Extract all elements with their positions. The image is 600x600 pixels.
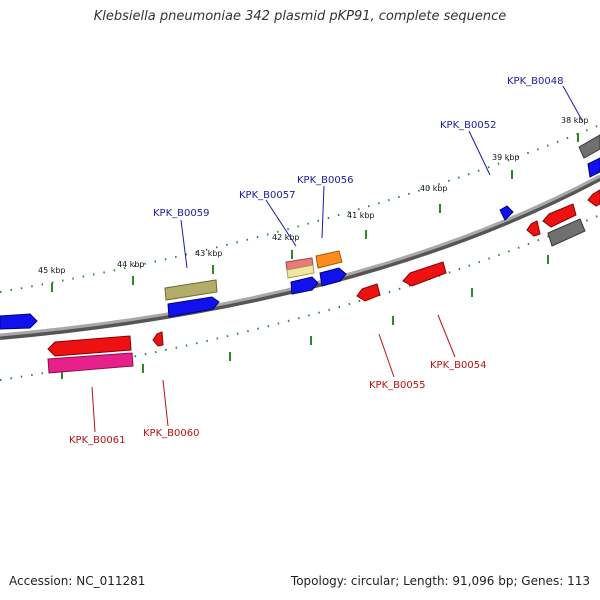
leader-b0056	[321, 185, 325, 239]
gene-arrow-b0054[interactable]	[402, 261, 447, 287]
gene-block-olive[interactable]	[164, 279, 218, 301]
gene-arrow-left-edge[interactable]	[0, 313, 38, 330]
gene-label-b0057[interactable]: KPK_B0057	[239, 190, 295, 201]
minus-leader-lines	[91, 314, 456, 433]
map-title: Klebsiella pneumoniae 342 plasmid pKP91,…	[93, 9, 507, 24]
leader-b0055	[378, 333, 395, 378]
leader-b0060	[162, 379, 169, 427]
gene-arrow-b0048[interactable]	[587, 157, 600, 178]
kbp-label-39: 39 kbp	[492, 153, 520, 162]
gene-block-cream[interactable]	[286, 264, 315, 279]
backbone-arc-shadow	[0, 175, 600, 340]
gene-label-b0052[interactable]: KPK_B0052	[440, 120, 496, 131]
inner-scale-track	[0, 214, 600, 381]
plus-leader-lines	[180, 85, 584, 269]
gene-label-b0060[interactable]: KPK_B0060	[143, 428, 199, 439]
leader-b0059	[180, 219, 188, 269]
gene-arrow-b0060[interactable]	[152, 331, 164, 347]
gene-arrow-red-edge[interactable]	[587, 189, 600, 207]
gene-block-gray-lower[interactable]	[547, 218, 586, 247]
gene-arrow-b0057[interactable]	[290, 276, 319, 295]
gene-arrow-red-mid[interactable]	[542, 203, 577, 228]
backbone-arc	[0, 174, 600, 337]
gene-label-b0056[interactable]: KPK_B0056	[297, 175, 353, 186]
gene-label-b0061[interactable]: KPK_B0061	[69, 435, 125, 446]
gene-arrow-b0061-red[interactable]	[47, 335, 132, 357]
leader-b0061	[91, 386, 96, 433]
topology-summary: Topology: circular; Length: 91,096 bp; G…	[290, 574, 590, 588]
leader-b0048	[562, 85, 584, 123]
gene-arrow-b0052[interactable]	[499, 205, 514, 221]
gene-label-b0055[interactable]: KPK_B0055	[369, 380, 425, 391]
gene-block-gray[interactable]	[578, 134, 600, 159]
gene-arrow-b0056[interactable]	[319, 267, 347, 287]
gene-label-b0048[interactable]: KPK_B0048	[507, 76, 563, 87]
kbp-label-41: 41 kbp	[347, 211, 375, 220]
gene-arrow-red-small[interactable]	[526, 220, 541, 237]
leader-b0054	[437, 314, 456, 358]
gene-label-b0059[interactable]: KPK_B0059	[153, 208, 209, 219]
leader-b0057	[265, 199, 297, 247]
gene-label-b0054[interactable]: KPK_B0054	[430, 360, 486, 371]
kbp-label-45: 45 kbp	[38, 266, 66, 275]
kbp-label-40: 40 kbp	[420, 184, 448, 193]
minus-strand-genes	[47, 189, 600, 374]
gene-arrow-b0055[interactable]	[356, 283, 381, 302]
kbp-label-44: 44 kbp	[117, 260, 145, 269]
gene-block-orange[interactable]	[315, 250, 343, 269]
accession-label: Accession: NC_011281	[9, 574, 146, 588]
plus-strand-genes	[0, 134, 600, 330]
gene-arrow-b0059[interactable]	[167, 296, 220, 318]
outer-major-ticks	[51, 133, 579, 292]
kbp-label-43: 43 kbp	[195, 249, 223, 258]
leader-b0052	[468, 130, 491, 176]
kbp-label-38: 38 kbp	[561, 116, 589, 125]
gene-block-b0061-magenta[interactable]	[47, 352, 134, 374]
kbp-label-42: 42 kbp	[272, 233, 300, 242]
